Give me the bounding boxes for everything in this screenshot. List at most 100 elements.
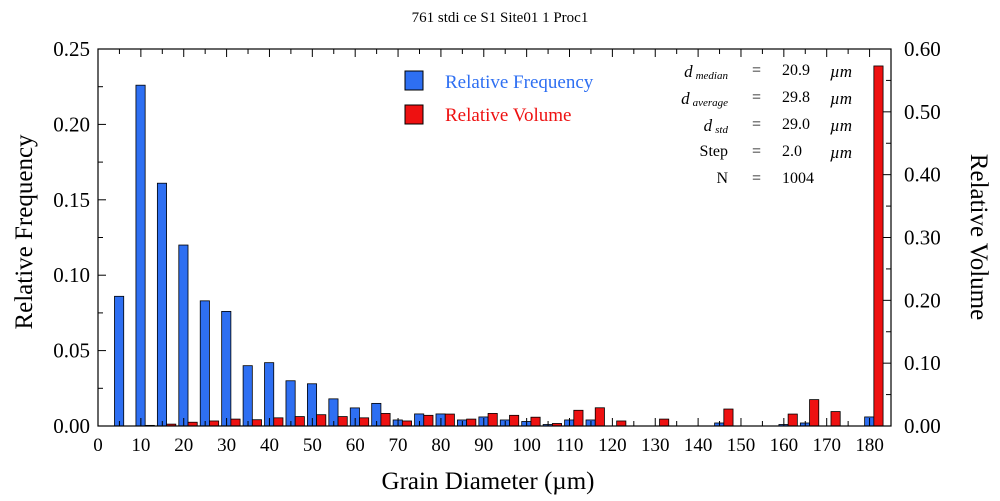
volume-bar — [594, 407, 605, 427]
frequency-bar — [242, 365, 253, 427]
stat-n: N = 1004 — [660, 170, 860, 197]
y-left-tick-label: 0.20 — [53, 112, 90, 136]
frequency-bar — [285, 380, 296, 427]
volume-bar — [230, 418, 241, 427]
stat-std-unit: µm — [830, 116, 853, 135]
stat-step-eq: = — [752, 143, 762, 160]
y-right-axis-label: Relative Volume — [965, 154, 992, 320]
y-left-axis-label: Relative Frequency — [11, 134, 38, 330]
stat-median-unit: µm — [830, 62, 853, 81]
y-right-tick-label: 0.50 — [904, 100, 941, 124]
statistics-box: d median = 20.9 µm d average = 29.8 µm d st… — [660, 62, 860, 197]
stat-n-value: 1004 — [782, 170, 814, 187]
stat-step-label: Step — [699, 143, 728, 160]
y-left-tick-label: 0.00 — [53, 414, 90, 438]
y-left-tick-label: 0.15 — [53, 188, 90, 212]
legend-frequency-swatch — [404, 70, 424, 91]
x-tick-label: 170 — [812, 435, 841, 456]
stat-n-eq: = — [752, 170, 762, 187]
legend-frequency-label: Relative Frequency — [445, 72, 594, 93]
frequency-bar — [199, 300, 210, 427]
x-tick-label: 150 — [727, 435, 756, 456]
frequency-bar — [264, 362, 275, 427]
volume-bar — [573, 409, 584, 427]
x-tick-label: 130 — [641, 435, 670, 456]
volume-bar — [466, 418, 477, 427]
stat-median-label: d median — [684, 62, 728, 82]
legend-volume-swatch — [404, 104, 424, 125]
x-tick-label: 100 — [512, 435, 541, 456]
volume-bar — [401, 420, 412, 427]
volume-bar — [787, 413, 798, 427]
stat-std-eq: = — [752, 116, 762, 133]
y-right-tick-label: 0.60 — [904, 37, 941, 61]
volume-bar — [423, 414, 434, 427]
volume-bar — [359, 417, 370, 427]
x-tick-label: 120 — [598, 435, 627, 456]
stat-average-eq: = — [752, 89, 762, 106]
stat-n-label: N — [716, 170, 728, 187]
volume-bar — [509, 414, 520, 427]
volume-bar — [830, 411, 841, 427]
x-tick-label: 180 — [855, 435, 884, 456]
x-tick-label: 50 — [303, 435, 322, 456]
volume-bar — [723, 408, 734, 427]
y-left-tick-label: 0.05 — [53, 339, 90, 363]
stat-median-value: 20.9 — [782, 62, 810, 79]
x-tick-label: 80 — [431, 435, 450, 456]
volume-bar — [873, 65, 884, 427]
frequency-bar — [114, 295, 125, 427]
x-tick-label: 60 — [346, 435, 365, 456]
frequency-bar — [178, 244, 189, 427]
x-tick-label: 40 — [260, 435, 279, 456]
stat-average: d average = 29.8 µm — [660, 89, 860, 116]
x-tick-label: 10 — [131, 435, 150, 456]
x-tick-label: 140 — [684, 435, 713, 456]
stat-average-value: 29.8 — [782, 89, 810, 106]
x-tick-label: 20 — [174, 435, 193, 456]
volume-bar — [809, 399, 820, 427]
volume-bar — [316, 414, 327, 427]
volume-bar — [659, 418, 670, 427]
volume-bar — [380, 413, 391, 427]
volume-bar — [337, 416, 348, 427]
y-right-tick-label: 0.20 — [904, 288, 941, 312]
x-axis-label: Grain Diameter (µm) — [382, 468, 595, 495]
stat-average-unit: µm — [830, 89, 853, 108]
legend-volume-label: Relative Volume — [445, 105, 571, 126]
x-tick-label: 0 — [93, 435, 103, 456]
stat-std: d std = 29.0 µm — [660, 116, 860, 143]
stat-median: d median = 20.9 µm — [660, 62, 860, 89]
y-right-tick-label: 0.10 — [904, 351, 941, 375]
x-tick-label: 70 — [389, 435, 408, 456]
volume-bar — [530, 416, 541, 427]
stat-step-unit: µm — [830, 143, 853, 162]
stat-average-label: d average — [681, 89, 728, 109]
volume-bar — [273, 417, 284, 427]
x-tick-label: 90 — [474, 435, 493, 456]
stat-median-eq: = — [752, 62, 762, 79]
volume-bar — [444, 413, 455, 427]
chart-title: 761 stdi ce S1 Site01 1 Proc1 — [412, 10, 589, 26]
stat-std-label: d std — [703, 116, 728, 136]
stat-step: Step = 2.0 µm — [660, 143, 860, 170]
volume-bar — [294, 416, 305, 427]
volume-bar — [209, 420, 220, 427]
y-left-tick-label: 0.25 — [53, 37, 90, 61]
y-right-tick-label: 0.30 — [904, 226, 941, 250]
stat-std-value: 29.0 — [782, 116, 810, 133]
y-right-tick-label: 0.00 — [904, 414, 941, 438]
y-left-tick-label: 0.10 — [53, 263, 90, 287]
volume-bar — [616, 420, 627, 427]
x-tick-label: 160 — [770, 435, 799, 456]
volume-bar — [251, 419, 262, 427]
frequency-bar — [221, 310, 232, 427]
frequency-bar — [156, 182, 167, 427]
volume-bar — [487, 413, 498, 427]
x-tick-label: 110 — [556, 435, 584, 456]
x-tick-label: 30 — [217, 435, 236, 456]
y-right-tick-label: 0.40 — [904, 163, 941, 187]
stat-step-value: 2.0 — [782, 143, 802, 160]
frequency-bar — [135, 84, 146, 427]
